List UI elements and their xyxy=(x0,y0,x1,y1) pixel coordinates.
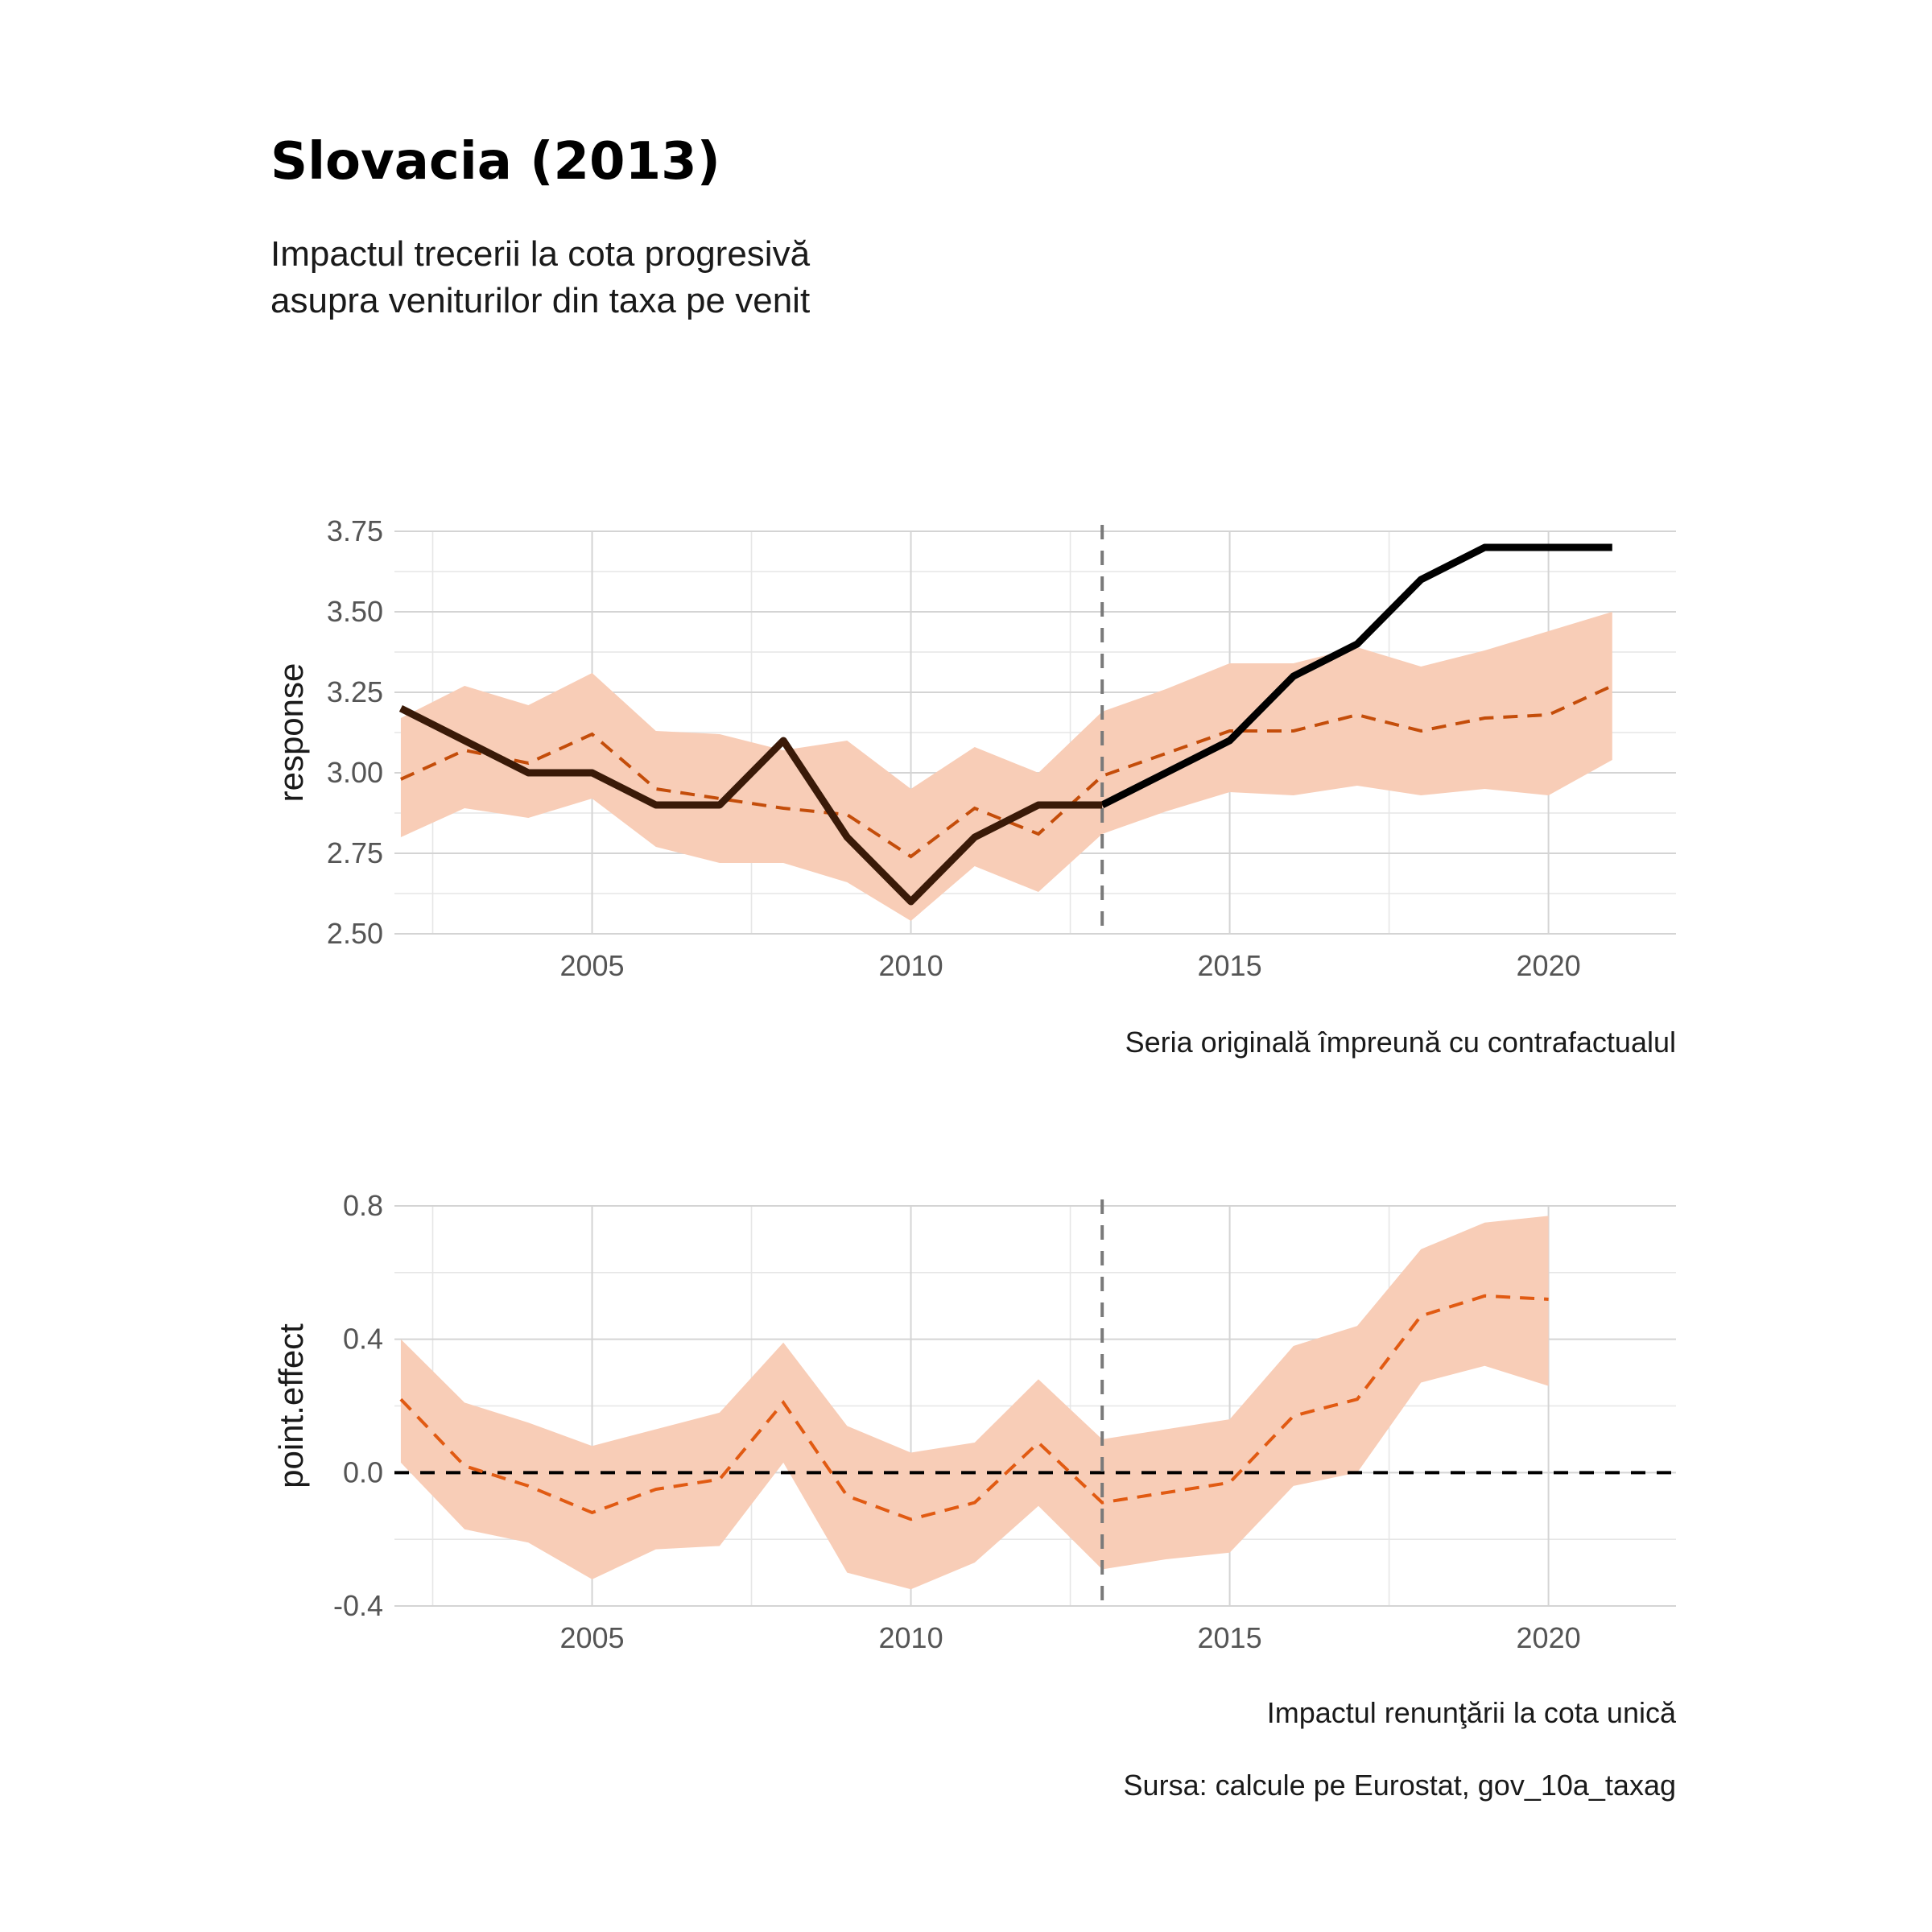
y-tick-label: 2.75 xyxy=(327,836,383,869)
y-tick-label: -0.4 xyxy=(333,1589,383,1622)
y-axis-title: response xyxy=(272,663,310,803)
y-tick-label: 0.4 xyxy=(343,1323,383,1356)
y-tick-label: 2.50 xyxy=(327,917,383,950)
y-axis-title: point.effect xyxy=(272,1323,310,1488)
y-tick-label: 3.50 xyxy=(327,595,383,628)
source-note: Sursa: calcule pe Eurostat, gov_10a_taxa… xyxy=(1124,1769,1676,1802)
counterfactual-line xyxy=(400,684,1613,859)
x-tick-label: 2020 xyxy=(1517,1621,1581,1654)
y-tick-label: 0.0 xyxy=(343,1455,383,1488)
chart-subtitle-line-2: asupra veniturilor din taxa pe venit xyxy=(270,281,810,320)
x-tick-label: 2015 xyxy=(1198,1621,1262,1654)
x-tick-label: 2020 xyxy=(1517,949,1581,982)
confidence-band xyxy=(400,1216,1549,1590)
y-tick-label: 3.00 xyxy=(327,756,383,789)
panel-response: 2.50 2.75 3.00 3.25 3.50 3.75 2005 2010 2015 2020… xyxy=(272,514,1676,982)
x-tick-label: 2010 xyxy=(879,1621,943,1654)
x-tick-label: 2005 xyxy=(559,1621,624,1654)
x-tick-label: 2010 xyxy=(879,949,943,982)
x-tick-label: 2005 xyxy=(559,949,624,982)
y-tick-label: 3.75 xyxy=(327,514,383,547)
actual-series-line-post xyxy=(1100,543,1612,809)
caption-bottom: Impactul renunţării la cota unică xyxy=(1267,1696,1677,1729)
x-tick-label: 2015 xyxy=(1198,949,1262,982)
y-tick-label: 3.25 xyxy=(327,675,383,708)
caption-top: Seria originală împreună cu contrafactua… xyxy=(1125,1026,1676,1059)
actual-series-line-pre xyxy=(398,704,1103,906)
confidence-band xyxy=(400,612,1612,921)
chart-subtitle-line-1: Impactul trecerii la cota progresivă xyxy=(270,234,811,274)
chart-title: Slovacia (2013) xyxy=(270,132,720,192)
panel-point-effect: -0.4 0.0 0.4 0.8 2005 2010 2015 2020 point.effec… xyxy=(272,1189,1676,1654)
y-tick-label: 0.8 xyxy=(343,1189,383,1222)
point-effect-line xyxy=(399,1294,1549,1521)
